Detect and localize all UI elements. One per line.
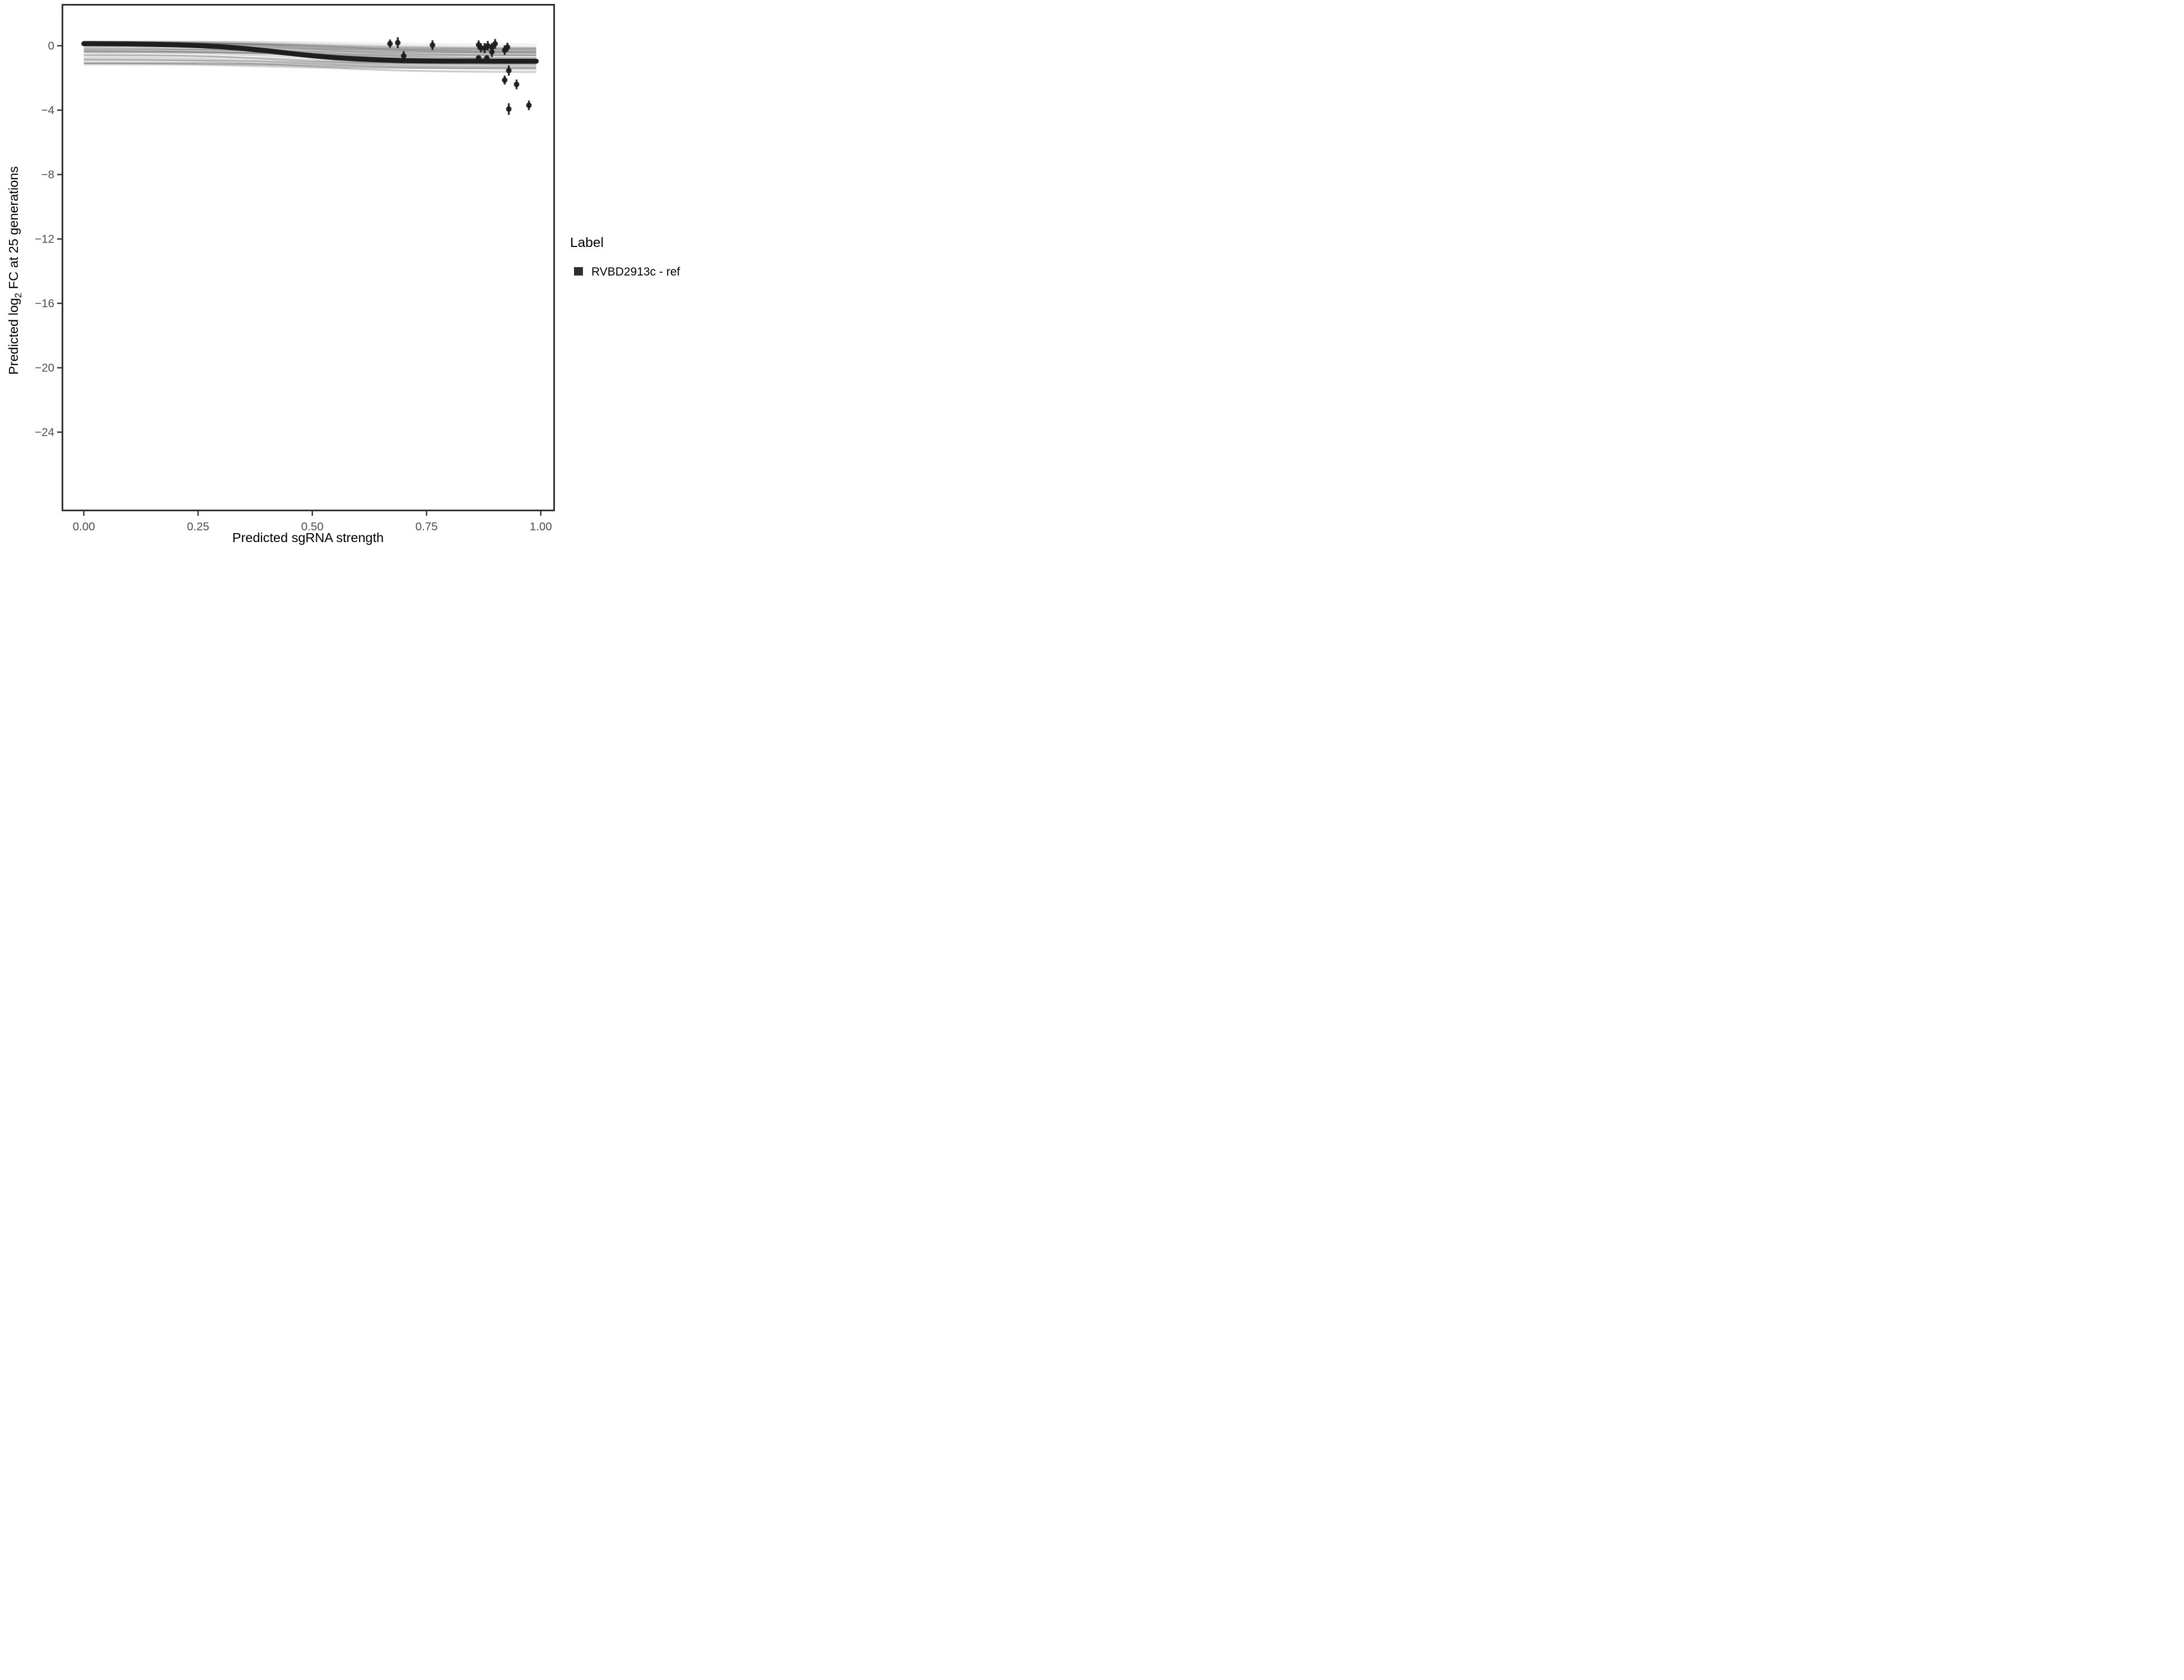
- ensemble-line: [83, 40, 536, 49]
- ensemble-line: [83, 63, 536, 68]
- x-axis-title: Predicted sgRNA strength: [232, 530, 384, 545]
- ensemble-line: [83, 59, 536, 69]
- ensemble-line: [83, 62, 536, 73]
- data-point: [400, 53, 407, 59]
- x-axis-ticks: 0.00 0.25 0.50 0.75 1.00: [73, 511, 552, 533]
- ensemble-line: [83, 41, 536, 49]
- data-point: [484, 55, 490, 61]
- ensemble-line: [83, 59, 536, 69]
- ensemble-line: [83, 55, 536, 68]
- ensemble-line: [83, 54, 536, 66]
- ensemble-line: [83, 59, 536, 71]
- x-tick-label: 0.75: [416, 520, 438, 533]
- ensemble-line: [83, 61, 536, 65]
- ensemble-line: [83, 46, 536, 58]
- ensemble-line: [83, 48, 536, 53]
- ensemble-line: [83, 59, 536, 70]
- reference-line: [81, 41, 539, 64]
- y-tick-label: −4: [41, 104, 54, 117]
- ensemble-line: [83, 58, 536, 68]
- ensemble-line: [83, 64, 536, 69]
- data-point: [506, 106, 512, 112]
- y-tick-label: 0: [48, 40, 54, 53]
- ensemble-line: [83, 59, 536, 67]
- x-tick-label: 0.00: [73, 520, 95, 533]
- ensemble-line: [83, 65, 536, 69]
- data-point: [475, 55, 482, 61]
- ensemble-line: [83, 62, 536, 66]
- ensemble-line: [83, 55, 536, 65]
- ensemble-line: [83, 56, 536, 66]
- ensemble-line: [83, 63, 536, 68]
- ensemble-line: [83, 57, 536, 65]
- ensemble-line: [83, 46, 536, 53]
- data-point: [387, 40, 393, 46]
- x-tick-label: 0.25: [187, 520, 209, 533]
- ensemble-line: [83, 47, 536, 55]
- ggplot-figure: 0.00 0.25 0.50 0.75 1.00 0 −4 −8 −12 −16 −20 −24 P…: [0, 0, 728, 560]
- y-tick-label: −24: [35, 426, 54, 439]
- data-point: [489, 49, 495, 55]
- ensemble-line: [83, 49, 536, 59]
- legend-title: Label: [570, 235, 604, 250]
- data-point: [430, 42, 436, 48]
- ensemble-line: [83, 63, 536, 72]
- ensemble-line: [83, 49, 536, 54]
- y-tick-label: −20: [35, 362, 54, 375]
- y-axis-ticks: 0 −4 −8 −12 −16 −20 −24: [35, 40, 62, 439]
- data-point: [506, 67, 512, 73]
- legend: Label RVBD2913c - ref: [570, 235, 680, 278]
- ensemble-line: [83, 55, 536, 64]
- legend-key-swatch: [574, 267, 583, 276]
- ensemble-line: [83, 49, 536, 56]
- data-point: [502, 77, 508, 83]
- ensemble-line: [83, 54, 536, 64]
- y-tick-label: −8: [41, 169, 54, 181]
- data-point: [395, 40, 401, 46]
- ensemble-line: [83, 62, 536, 66]
- x-tick-label: 0.50: [301, 520, 324, 533]
- chart-canvas: 0.00 0.25 0.50 0.75 1.00 0 −4 −8 −12 −16 −20 −24 P…: [6, 4, 680, 545]
- data-point: [526, 102, 532, 109]
- legend-item-label: RVBD2913c - ref: [591, 265, 680, 278]
- x-tick-label: 1.00: [530, 520, 552, 533]
- y-tick-label: −12: [35, 233, 54, 246]
- ensemble-line: [83, 40, 536, 45]
- data-points: [387, 37, 532, 115]
- panel-background: [62, 4, 554, 511]
- y-axis-title: Predicted log2 FC at 25 generations: [6, 166, 24, 375]
- ensemble-line: [83, 63, 536, 73]
- ensemble-line: [83, 40, 536, 49]
- ensemble-line: [83, 62, 536, 69]
- ensemble-line: [83, 58, 536, 69]
- ensemble-line: [83, 58, 536, 68]
- panel-border: [62, 4, 555, 511]
- y-tick-label: −16: [35, 297, 54, 310]
- ensemble-line: [83, 57, 536, 65]
- ensemble-line: [83, 63, 536, 73]
- ensemble-line: [83, 60, 536, 64]
- data-point: [492, 41, 498, 47]
- ensemble-line: [83, 48, 536, 53]
- data-point: [505, 44, 511, 50]
- ensemble-line: [83, 62, 536, 69]
- ensemble-line: [83, 46, 536, 59]
- data-point: [514, 81, 520, 87]
- ensemble-line: [83, 63, 536, 69]
